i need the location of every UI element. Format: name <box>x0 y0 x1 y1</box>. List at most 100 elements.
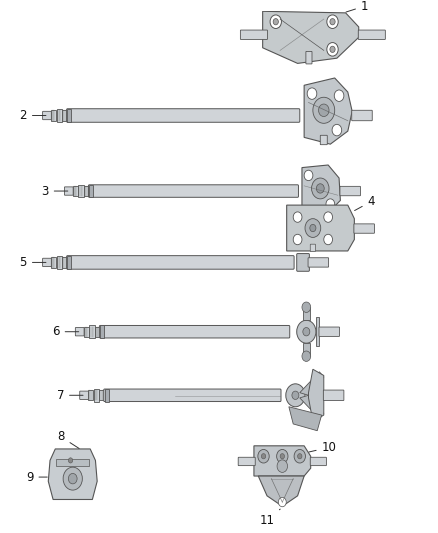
FancyBboxPatch shape <box>308 258 328 267</box>
FancyBboxPatch shape <box>67 256 294 269</box>
Circle shape <box>307 88 317 99</box>
FancyBboxPatch shape <box>67 109 300 122</box>
FancyBboxPatch shape <box>358 30 385 39</box>
Circle shape <box>313 97 335 123</box>
Bar <box>57 109 62 122</box>
FancyBboxPatch shape <box>99 326 290 338</box>
Bar <box>99 390 105 400</box>
Circle shape <box>310 224 316 232</box>
Circle shape <box>294 449 305 463</box>
FancyBboxPatch shape <box>340 187 360 196</box>
Text: 5: 5 <box>20 256 46 269</box>
FancyBboxPatch shape <box>354 224 374 233</box>
Polygon shape <box>308 369 324 421</box>
Circle shape <box>305 219 321 237</box>
Bar <box>56 459 89 466</box>
Circle shape <box>68 473 77 484</box>
Bar <box>94 389 99 401</box>
Circle shape <box>311 178 329 199</box>
Bar <box>95 327 100 337</box>
Bar <box>73 186 78 196</box>
Polygon shape <box>289 407 321 431</box>
FancyBboxPatch shape <box>319 327 339 336</box>
FancyBboxPatch shape <box>238 457 255 466</box>
Circle shape <box>297 320 316 343</box>
Circle shape <box>316 184 324 193</box>
FancyBboxPatch shape <box>320 135 327 144</box>
FancyBboxPatch shape <box>42 259 51 266</box>
Bar <box>84 186 89 196</box>
Text: 10: 10 <box>309 441 336 454</box>
Circle shape <box>293 235 302 245</box>
Bar <box>105 389 109 401</box>
FancyBboxPatch shape <box>352 110 372 120</box>
Text: 8: 8 <box>57 431 79 448</box>
Circle shape <box>326 199 335 209</box>
Bar <box>89 326 95 338</box>
Text: 9: 9 <box>26 471 47 483</box>
Circle shape <box>327 15 338 28</box>
Bar <box>88 390 93 400</box>
Polygon shape <box>300 372 324 395</box>
Bar <box>303 307 310 320</box>
Circle shape <box>297 454 302 459</box>
Circle shape <box>280 454 285 459</box>
Bar <box>84 327 89 337</box>
Circle shape <box>334 90 344 101</box>
Text: 4: 4 <box>355 195 375 211</box>
Circle shape <box>258 449 269 463</box>
Circle shape <box>303 328 310 336</box>
Circle shape <box>302 302 311 312</box>
FancyBboxPatch shape <box>88 185 298 197</box>
Circle shape <box>68 458 73 463</box>
FancyBboxPatch shape <box>42 111 51 120</box>
Text: 1: 1 <box>346 0 368 13</box>
Text: 6: 6 <box>52 325 79 338</box>
Text: 11: 11 <box>260 509 280 527</box>
FancyBboxPatch shape <box>64 187 73 195</box>
Polygon shape <box>287 205 354 251</box>
FancyBboxPatch shape <box>75 328 84 336</box>
Polygon shape <box>254 446 311 476</box>
Bar <box>57 256 62 269</box>
Bar <box>51 110 56 120</box>
Polygon shape <box>302 165 340 216</box>
Circle shape <box>324 235 332 245</box>
Text: 2: 2 <box>19 109 46 122</box>
FancyBboxPatch shape <box>306 51 312 64</box>
Bar <box>62 257 67 268</box>
FancyBboxPatch shape <box>323 390 344 400</box>
FancyBboxPatch shape <box>240 30 268 39</box>
FancyBboxPatch shape <box>104 389 281 401</box>
Text: 3: 3 <box>41 184 68 198</box>
FancyBboxPatch shape <box>310 457 326 466</box>
Circle shape <box>304 170 313 181</box>
Circle shape <box>327 43 338 56</box>
FancyBboxPatch shape <box>80 391 88 399</box>
Bar <box>78 185 84 197</box>
Polygon shape <box>304 78 352 144</box>
Circle shape <box>302 351 311 361</box>
Text: 7: 7 <box>57 389 83 402</box>
Circle shape <box>270 15 282 28</box>
Bar <box>51 257 56 268</box>
Circle shape <box>324 212 332 222</box>
Circle shape <box>292 391 299 399</box>
Bar <box>316 317 319 346</box>
Circle shape <box>332 124 342 136</box>
Bar <box>100 326 104 338</box>
Circle shape <box>279 497 286 507</box>
Circle shape <box>286 384 305 407</box>
Circle shape <box>273 19 279 25</box>
Circle shape <box>261 454 266 459</box>
FancyBboxPatch shape <box>310 244 315 252</box>
Polygon shape <box>258 476 304 506</box>
FancyBboxPatch shape <box>297 254 309 271</box>
Circle shape <box>277 460 288 472</box>
Bar <box>67 109 71 122</box>
Bar <box>303 343 310 356</box>
Circle shape <box>277 449 288 463</box>
Polygon shape <box>263 11 359 63</box>
Circle shape <box>293 212 302 222</box>
Bar <box>67 256 71 269</box>
